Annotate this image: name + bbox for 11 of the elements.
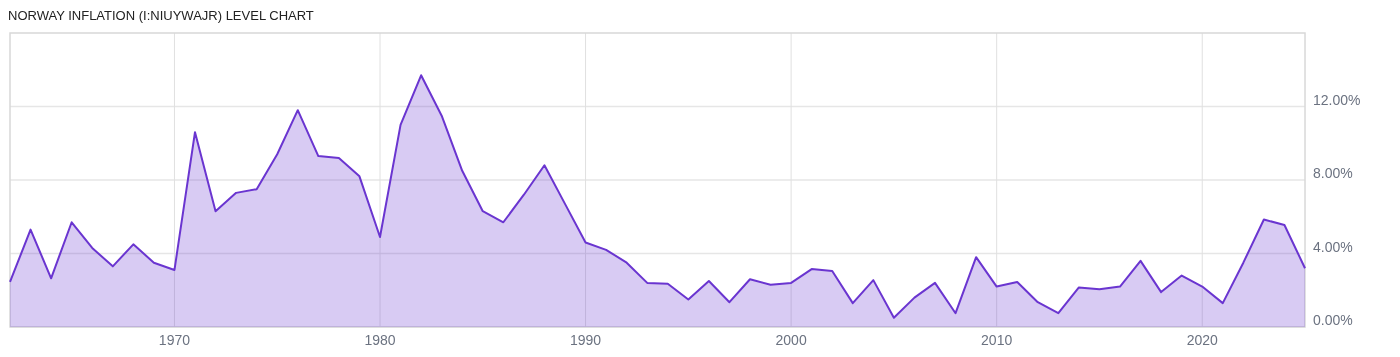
y-tick-label: 0.00%: [1313, 312, 1353, 328]
y-tick-label: 12.00%: [1313, 91, 1361, 108]
x-tick-label: 2010: [981, 332, 1013, 348]
x-tick-label: 1990: [569, 332, 602, 348]
y-tick-label: 8.00%: [1313, 165, 1353, 181]
x-tick-label: 2020: [1186, 332, 1218, 348]
y-tick-label: 4.00%: [1313, 238, 1353, 255]
x-tick-label: 1980: [364, 332, 396, 348]
chart-title: NORWAY INFLATION (I:NIUYWAJR) LEVEL CHART: [8, 8, 314, 23]
x-tick-label: 1970: [158, 332, 191, 348]
x-tick-label: 2000: [775, 332, 807, 348]
